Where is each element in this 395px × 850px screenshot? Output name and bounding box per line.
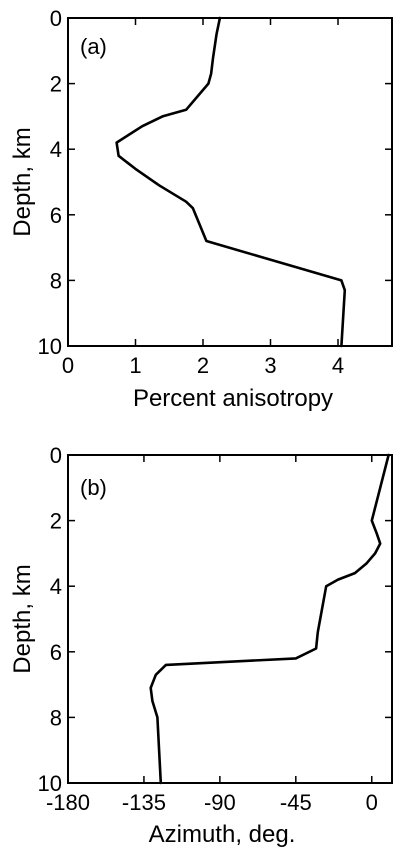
- panel-a-x-axis-title: Percent anisotropy: [133, 385, 333, 412]
- panel-b-profile-line: [149, 453, 390, 785]
- panel-a-label: (a): [80, 34, 107, 59]
- panel-b-label: (b): [80, 475, 107, 500]
- x-tick-label: 3: [264, 353, 276, 378]
- panel-b-frame: [67, 454, 393, 784]
- panel-b-x-axis: -180 -135 -90 -45 0: [46, 455, 378, 815]
- x-tick-label: -180: [46, 790, 90, 815]
- panel-a-x-axis: 0 1 2 3 4: [62, 18, 344, 378]
- panel-a-frame: [67, 17, 393, 347]
- y-tick-label: 10: [38, 771, 62, 796]
- y-tick-label: 4: [50, 574, 62, 599]
- panel-a-y-axis: 0 2 4 6 8 10: [38, 6, 392, 359]
- y-tick-label: 0: [50, 6, 62, 31]
- y-tick-label: 8: [50, 705, 62, 730]
- x-tick-label: -45: [280, 790, 312, 815]
- panel-a: (a) 0 1 2 3 4 0 2 4 6 8 10 Percent anisotropy Dep…: [9, 6, 393, 412]
- x-tick-label: 1: [129, 353, 141, 378]
- x-tick-label: 4: [332, 353, 344, 378]
- x-tick-label: 0: [366, 790, 378, 815]
- x-tick-label: 0: [62, 353, 74, 378]
- y-tick-label: 2: [50, 509, 62, 534]
- x-tick-label: 2: [197, 353, 209, 378]
- panel-b-y-axis-title: Depth, km: [9, 564, 36, 673]
- panel-b: (b) -180 -135 -90 -45 0 0 2 4 6 8 10 Azimuth, deg…: [9, 443, 393, 848]
- panel-b-x-axis-title: Azimuth, deg.: [149, 821, 296, 848]
- x-tick-label: -135: [122, 790, 166, 815]
- y-tick-label: 0: [50, 443, 62, 468]
- panel-b-y-axis: 0 2 4 6 8 10: [38, 443, 392, 796]
- y-tick-label: 10: [38, 334, 62, 359]
- y-tick-label: 2: [50, 72, 62, 97]
- y-tick-label: 6: [50, 203, 62, 228]
- x-tick-label: -90: [204, 790, 236, 815]
- y-tick-label: 6: [50, 640, 62, 665]
- y-tick-label: 4: [50, 137, 62, 162]
- y-tick-label: 8: [50, 268, 62, 293]
- panel-a-y-axis-title: Depth, km: [9, 127, 36, 236]
- panel-a-profile-line: [115, 16, 347, 348]
